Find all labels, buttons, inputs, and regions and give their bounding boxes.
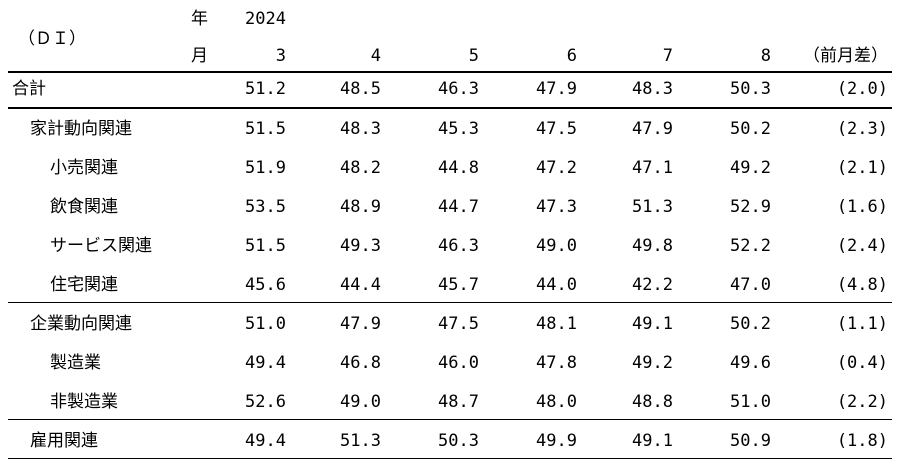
table-cell: 50.9 bbox=[730, 431, 771, 451]
row-label: 製造業 bbox=[50, 353, 101, 373]
table-cell: 47.2 bbox=[536, 158, 577, 178]
table-cell: 49.2 bbox=[632, 353, 673, 373]
diff-header: （前月差） bbox=[803, 46, 888, 66]
table-cell: 50.2 bbox=[730, 119, 771, 139]
table-cell: 48.1 bbox=[536, 314, 577, 334]
row-label: 住宅関連 bbox=[50, 275, 118, 295]
table-cell: 48.7 bbox=[438, 392, 479, 412]
table-cell: 47.5 bbox=[536, 119, 577, 139]
section-divider bbox=[8, 419, 892, 420]
table-cell: 51.9 bbox=[245, 158, 286, 178]
table-cell: 47.8 bbox=[536, 353, 577, 373]
bottom-rule bbox=[8, 458, 892, 459]
table-cell: 48.3 bbox=[340, 119, 381, 139]
month-header: 7 bbox=[662, 46, 673, 66]
di-label: （ＤＩ） bbox=[18, 29, 86, 49]
table-cell: 49.6 bbox=[730, 353, 771, 373]
table-cell: 45.6 bbox=[245, 275, 286, 295]
header-rule bbox=[8, 71, 892, 73]
table-cell: 49.1 bbox=[632, 431, 673, 451]
table-cell: 44.0 bbox=[536, 275, 577, 295]
table-cell: 48.2 bbox=[340, 158, 381, 178]
table-cell: 46.0 bbox=[438, 353, 479, 373]
table-cell: 50.2 bbox=[730, 314, 771, 334]
table-cell: 51.0 bbox=[245, 314, 286, 334]
diff-cell: (2.2) bbox=[836, 392, 888, 412]
table-cell: 46.8 bbox=[340, 353, 381, 373]
table-cell: 46.3 bbox=[438, 79, 479, 99]
table-cell: 53.5 bbox=[245, 197, 286, 217]
diff-cell: (4.8) bbox=[836, 275, 888, 295]
diff-cell: (1.6) bbox=[836, 197, 888, 217]
table-cell: 47.5 bbox=[438, 314, 479, 334]
table-cell: 49.0 bbox=[536, 236, 577, 256]
table-cell: 42.2 bbox=[632, 275, 673, 295]
diff-cell: (2.3) bbox=[836, 119, 888, 139]
table-cell: 49.2 bbox=[730, 158, 771, 178]
diff-cell: (2.1) bbox=[836, 158, 888, 178]
row-label: 家計動向関連 bbox=[30, 119, 132, 139]
row-label: 非製造業 bbox=[50, 392, 118, 412]
table-cell: 45.3 bbox=[438, 119, 479, 139]
month-header: 3 bbox=[275, 46, 286, 66]
table-cell: 50.3 bbox=[730, 79, 771, 99]
table-cell: 47.9 bbox=[536, 79, 577, 99]
diff-cell: (1.1) bbox=[836, 314, 888, 334]
row-label: サービス関連 bbox=[50, 236, 152, 256]
row-label: 小売関連 bbox=[50, 158, 118, 178]
table-cell: 52.2 bbox=[730, 236, 771, 256]
table-cell: 48.0 bbox=[536, 392, 577, 412]
table-cell: 49.4 bbox=[245, 431, 286, 451]
table-cell: 49.0 bbox=[340, 392, 381, 412]
table-cell: 47.9 bbox=[632, 119, 673, 139]
table-cell: 51.3 bbox=[632, 197, 673, 217]
table-cell: 51.2 bbox=[245, 79, 286, 99]
month-header: 6 bbox=[566, 46, 577, 66]
month-label: 月 bbox=[191, 46, 208, 66]
month-header: 4 bbox=[370, 46, 381, 66]
diff-cell: (1.8) bbox=[836, 431, 888, 451]
table-cell: 49.8 bbox=[632, 236, 673, 256]
row-label: 企業動向関連 bbox=[30, 314, 132, 334]
table-cell: 44.7 bbox=[438, 197, 479, 217]
table-cell: 45.7 bbox=[438, 275, 479, 295]
table-cell: 48.8 bbox=[632, 392, 673, 412]
row-label: 飲食関連 bbox=[50, 197, 118, 217]
table-cell: 49.4 bbox=[245, 353, 286, 373]
row-label: 雇用関連 bbox=[30, 431, 98, 451]
table-cell: 52.9 bbox=[730, 197, 771, 217]
table-cell: 47.0 bbox=[730, 275, 771, 295]
table-cell: 47.9 bbox=[340, 314, 381, 334]
diff-cell: (2.0) bbox=[836, 79, 888, 99]
table-cell: 48.3 bbox=[632, 79, 673, 99]
table-cell: 51.0 bbox=[730, 392, 771, 412]
row-label: 合計 bbox=[12, 79, 46, 99]
table-cell: 51.5 bbox=[245, 236, 286, 256]
section-divider bbox=[8, 302, 892, 303]
table-cell: 52.6 bbox=[245, 392, 286, 412]
table-cell: 49.9 bbox=[536, 431, 577, 451]
total-rule bbox=[8, 107, 892, 109]
table-cell: 48.5 bbox=[340, 79, 381, 99]
month-header: 8 bbox=[760, 46, 771, 66]
table-cell: 51.3 bbox=[340, 431, 381, 451]
year-value: 2024 bbox=[245, 9, 286, 29]
year-label: 年 bbox=[191, 9, 208, 29]
table-cell: 49.3 bbox=[340, 236, 381, 256]
table-cell: 47.1 bbox=[632, 158, 673, 178]
month-header: 5 bbox=[468, 46, 479, 66]
table-cell: 48.9 bbox=[340, 197, 381, 217]
diff-cell: (0.4) bbox=[836, 353, 888, 373]
table-cell: 47.3 bbox=[536, 197, 577, 217]
table-cell: 44.8 bbox=[438, 158, 479, 178]
table-cell: 44.4 bbox=[340, 275, 381, 295]
diff-cell: (2.4) bbox=[836, 236, 888, 256]
table-cell: 49.1 bbox=[632, 314, 673, 334]
table-cell: 46.3 bbox=[438, 236, 479, 256]
table-cell: 50.3 bbox=[438, 431, 479, 451]
table-cell: 51.5 bbox=[245, 119, 286, 139]
